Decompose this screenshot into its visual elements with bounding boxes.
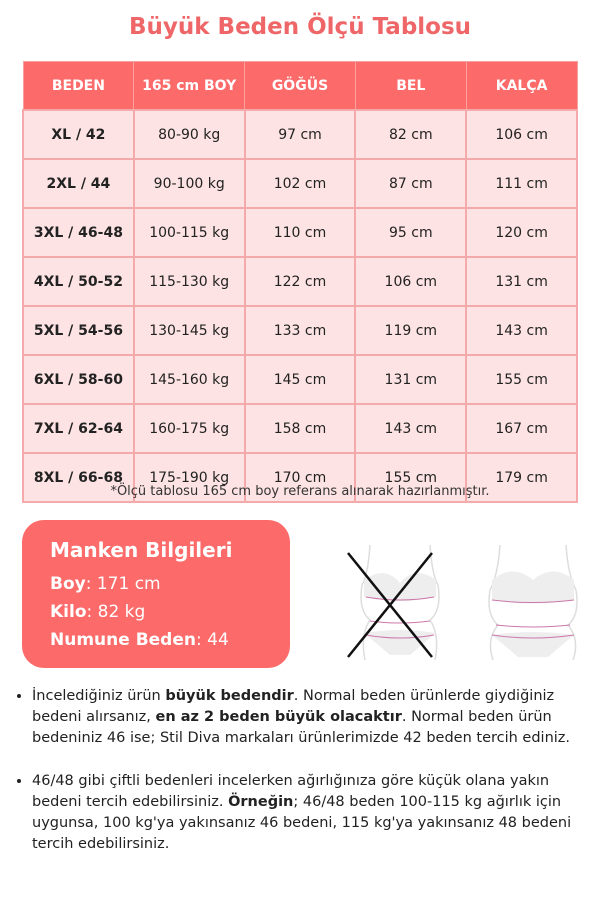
text: 46/48 gibi çiftli bedenleri incelerken a… [32, 773, 550, 810]
value-cell: 160-175 kg [132, 403, 246, 454]
value-cell: 155 cm [354, 452, 468, 503]
value-cell: 130-145 kg [132, 305, 246, 356]
value-cell: 120 cm [465, 207, 578, 258]
value-cell: 175-190 kg [132, 452, 246, 503]
value-cell: 115-130 kg [132, 256, 246, 307]
value-cell: 106 cm [354, 256, 468, 307]
size-cell: 2XL / 44 [22, 158, 135, 209]
model-info-row: Boy: 171 cm [50, 570, 290, 598]
value-cell: 87 cm [354, 158, 468, 209]
value: : 171 cm [85, 574, 161, 594]
value-cell: 111 cm [465, 158, 578, 209]
table-row: 6XL / 58-60 145-160 kg 145 cm 131 cm 155 cm [22, 354, 578, 405]
value-cell: 167 cm [465, 403, 578, 454]
wrong-fit-figure-icon [347, 544, 440, 661]
info-list: İncelediğiniz ürün büyük bedendir. Norma… [14, 686, 600, 877]
header-cell: GÖĞÜS [244, 61, 356, 111]
size-cell: 7XL / 62-64 [22, 403, 135, 454]
value-cell: 110 cm [243, 207, 357, 258]
header-cell: BEL [354, 61, 467, 111]
value-cell: 131 cm [465, 256, 578, 307]
value-cell: 158 cm [243, 403, 357, 454]
value-cell: 133 cm [243, 305, 357, 356]
size-cell: XL / 42 [22, 109, 135, 160]
model-info-box: Manken Bilgileri Boy: 171 cm Kilo: 82 kg… [22, 520, 290, 668]
info-bullet: İncelediğiniz ürün büyük bedendir. Norma… [32, 686, 600, 749]
text: . Normal beden ürünlerde giydiğiniz bede… [32, 688, 555, 725]
value-cell: 106 cm [465, 109, 578, 160]
header-cell: 165 cm BOY [133, 61, 246, 111]
value-cell: 80-90 kg [132, 109, 246, 160]
table-header: BEDEN 165 cm BOY GÖĞÜS BEL KALÇA [22, 61, 578, 111]
value-cell: 145-160 kg [132, 354, 246, 405]
value-cell: 143 cm [354, 403, 468, 454]
value: : 82 kg [86, 602, 146, 622]
bold-text: büyük bedendir [165, 688, 294, 704]
text: ; 46/48 beden 100-115 kg ağırlık için uy… [32, 794, 572, 852]
table-row: 3XL / 46-48 100-115 kg 110 cm 95 cm 120 cm [22, 207, 578, 258]
size-cell: 5XL / 54-56 [22, 305, 135, 356]
header-cell: KALÇA [465, 61, 578, 111]
size-cell: 8XL / 66-68 [22, 452, 135, 503]
value-cell: 102 cm [243, 158, 357, 209]
table-row: XL / 42 80-90 kg 97 cm 82 cm 106 cm [22, 109, 578, 160]
table-row: 2XL / 44 90-100 kg 102 cm 87 cm 111 cm [22, 158, 578, 209]
model-info-title: Manken Bilgileri [50, 538, 233, 562]
size-cell: 6XL / 58-60 [22, 354, 135, 405]
value-cell: 119 cm [354, 305, 468, 356]
value: : 44 [196, 630, 229, 650]
value-cell: 90-100 kg [132, 158, 246, 209]
value-cell: 97 cm [243, 109, 357, 160]
table-row: 5XL / 54-56 130-145 kg 133 cm 119 cm 143 cm [22, 305, 578, 356]
size-cell: 3XL / 46-48 [22, 207, 135, 258]
value-cell: 145 cm [243, 354, 357, 405]
label: Numune Beden [50, 630, 196, 650]
size-table: BEDEN 165 cm BOY GÖĞÜS BEL KALÇA XL / 42… [22, 61, 578, 503]
value-cell: 95 cm [354, 207, 468, 258]
size-cell: 4XL / 50-52 [22, 256, 135, 307]
info-bullet: 46/48 gibi çiftli bedenleri incelerken a… [32, 771, 600, 855]
value-cell: 179 cm [465, 452, 578, 503]
bold-text: Örneğin [228, 794, 294, 810]
table-row: 4XL / 50-52 115-130 kg 122 cm 106 cm 131 cm [22, 256, 578, 307]
value-cell: 155 cm [465, 354, 578, 405]
text: İncelediğiniz ürün [32, 688, 166, 704]
model-info-row: Numune Beden: 44 [50, 626, 290, 654]
value-cell: 100-115 kg [132, 207, 246, 258]
value-cell: 122 cm [243, 256, 357, 307]
value-cell: 143 cm [465, 305, 578, 356]
table-row: 8XL / 66-68 175-190 kg 170 cm 155 cm 179 cm [22, 452, 578, 503]
text: . Normal beden ürün bedeniniz 46 ise; St… [32, 709, 571, 746]
model-info-row: Kilo: 82 kg [50, 598, 290, 626]
value-cell: 131 cm [354, 354, 468, 405]
value-cell: 170 cm [243, 452, 357, 503]
table-row: 7XL / 62-64 160-175 kg 158 cm 143 cm 167 cm [22, 403, 578, 454]
label: Boy [50, 574, 86, 594]
header-cell: BEDEN [22, 61, 135, 111]
label: Kilo [50, 602, 87, 622]
correct-fit-figure-icon [488, 544, 578, 661]
page-title: Büyük Beden Ölçü Tablosu [128, 14, 472, 40]
table-note: *Ölçü tablosu 165 cm boy referans alınar… [110, 484, 490, 499]
bold-text: en az 2 beden büyük olacaktır [155, 709, 402, 725]
value-cell: 82 cm [354, 109, 468, 160]
